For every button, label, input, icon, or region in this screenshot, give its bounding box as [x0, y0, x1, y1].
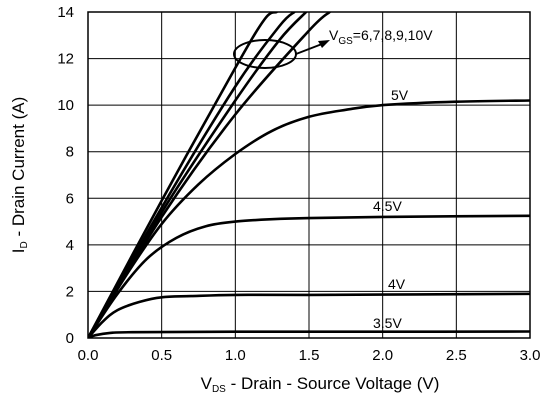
vgs-arrow-line — [295, 43, 323, 55]
curve-label-4-5v: 4.5V — [373, 198, 402, 214]
y-ticks: 0 2 4 6 8 10 12 14 — [57, 4, 74, 347]
y-tick-label-7: 14 — [57, 4, 74, 21]
plot-curves — [88, 12, 530, 338]
curve-4 — [88, 99, 530, 338]
y-tick-label-0: 0 — [66, 330, 74, 347]
y-tick-label-6: 12 — [57, 51, 74, 68]
curve-7 — [88, 330, 530, 338]
x-tick-label-2: 1.0 — [225, 347, 246, 364]
y-axis-label-rest: - Drain Current (A) — [9, 97, 28, 242]
x-ticks: 0.0 0.5 1.0 1.5 2.0 2.5 3.0 — [78, 347, 541, 364]
x-axis-label-main: V — [201, 374, 213, 393]
vgs-label: VGS=6,7,8,9,10V — [329, 27, 433, 47]
y-axis-label-sub: D — [19, 241, 30, 248]
x-axis-label: VDS - Drain - Source Voltage (V) — [201, 374, 440, 395]
y-tick-label-5: 10 — [57, 97, 74, 114]
curve-label-3-5v: 3.5V — [373, 315, 402, 331]
x-axis-label-rest: - Drain - Source Voltage (V) — [226, 374, 440, 393]
vgs-label-main: V — [329, 27, 339, 43]
y-tick-label-4: 8 — [66, 144, 74, 161]
curve-label-4v: 4V — [388, 276, 406, 292]
curve-5 — [88, 214, 530, 338]
y-tick-label-1: 2 — [66, 283, 74, 300]
x-axis-label-sub: DS — [212, 384, 226, 395]
x-tick-label-4: 2.0 — [372, 347, 393, 364]
y-axis-label: ID - Drain Current (A) — [9, 97, 30, 254]
vgs-label-rest: =6,7,8,9,10V — [353, 27, 433, 43]
x-tick-label-0: 0.0 — [78, 347, 99, 364]
x-tick-label-3: 1.5 — [299, 347, 320, 364]
curve-label-5v: 5V — [391, 87, 409, 103]
x-tick-label-1: 0.5 — [151, 347, 172, 364]
x-tick-label-6: 3.0 — [520, 347, 541, 364]
y-tick-label-3: 6 — [66, 190, 74, 207]
x-tick-label-5: 2.5 — [446, 347, 467, 364]
grid — [87, 11, 531, 339]
vgs-arrow-head — [318, 40, 330, 48]
curve-0 — [88, 12, 278, 338]
plot-frame — [87, 11, 531, 339]
y-axis-label-main: I — [9, 249, 28, 254]
curve-6 — [88, 292, 530, 338]
vgs-label-sub: GS — [338, 36, 353, 47]
y-tick-label-2: 4 — [66, 237, 74, 254]
